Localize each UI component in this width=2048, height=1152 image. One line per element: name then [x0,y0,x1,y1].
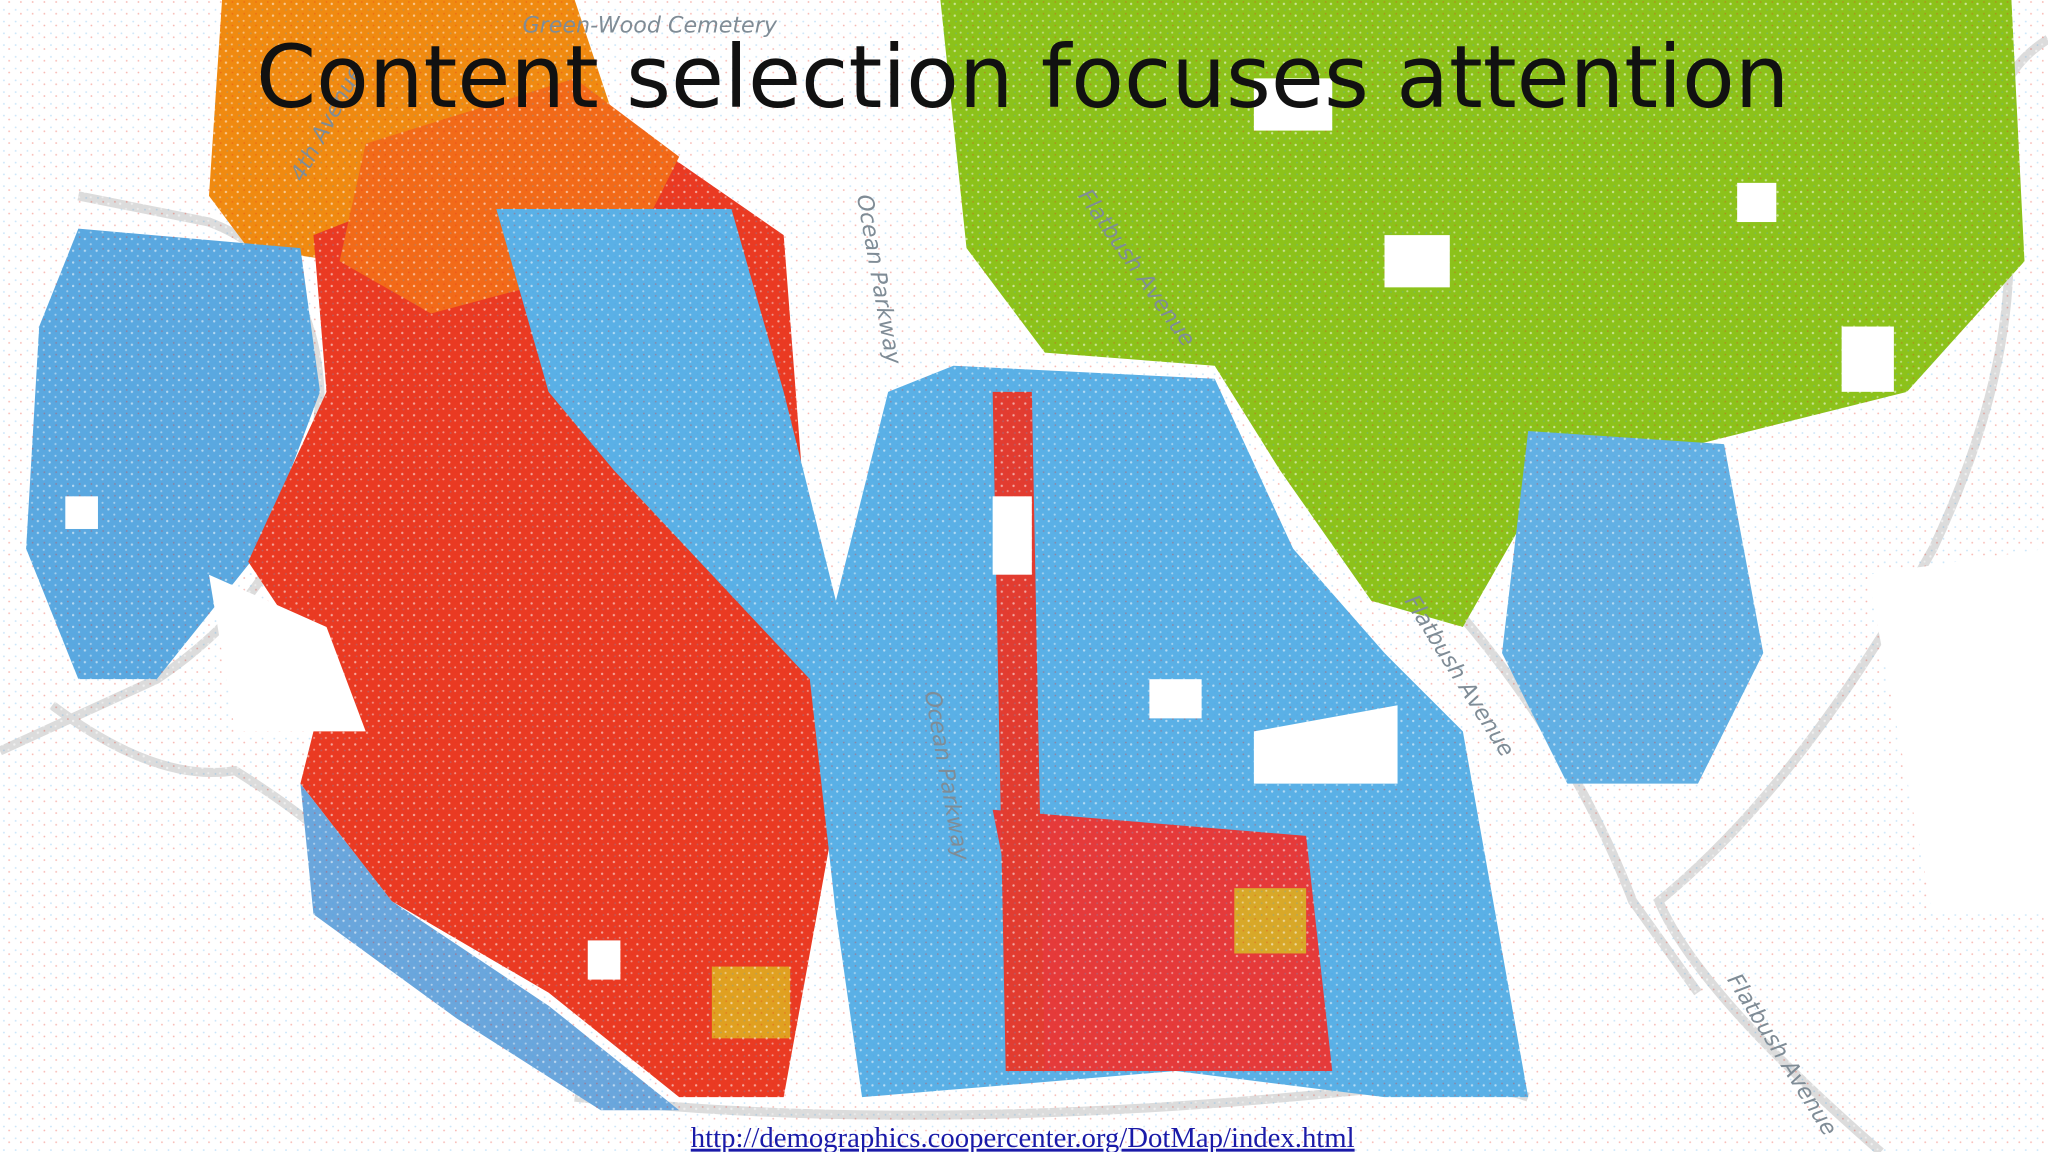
gaps [65,78,2048,980]
source-link[interactable]: http://demographics.coopercenter.org/Dot… [691,1122,1355,1152]
slide-title: Content selection focuses attention [256,28,1789,128]
map-label: Green-Wood Cemetery [522,13,777,39]
